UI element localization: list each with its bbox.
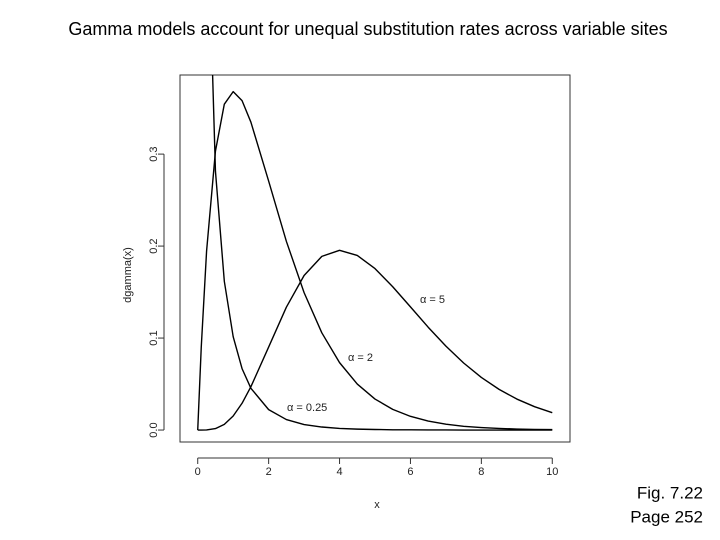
curve	[211, 75, 553, 431]
y-tick-label: 0.1	[148, 330, 160, 345]
x-axis-label: x	[374, 499, 380, 511]
y-tick-label: 0.3	[148, 146, 160, 161]
x-tick-label: 6	[407, 466, 413, 478]
x-tick-label: 2	[266, 466, 272, 478]
y-axis-label: dgamma(x)	[122, 247, 134, 303]
curve	[197, 249, 553, 431]
x-tick-label: 10	[546, 466, 558, 478]
curve-label: α = 0.25	[287, 402, 327, 414]
figure-number: Fig. 7.22	[637, 483, 703, 502]
curve	[197, 90, 553, 431]
curve-label: α = 5	[420, 294, 445, 306]
slide-title: Gamma models account for unequal substit…	[68, 19, 667, 39]
y-tick-label: 0.0	[148, 422, 160, 437]
y-tick-label: 0.2	[148, 238, 160, 253]
x-tick-label: 0	[195, 466, 201, 478]
plot-frame	[179, 74, 571, 443]
x-tick-label: 4	[336, 466, 342, 478]
curve-label: α = 2	[348, 352, 373, 364]
x-tick-label: 8	[478, 466, 484, 478]
page-number: Page 252	[630, 507, 703, 526]
